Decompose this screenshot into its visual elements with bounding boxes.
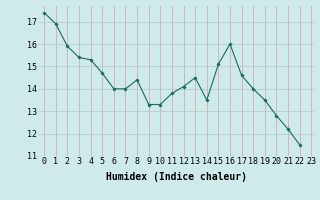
X-axis label: Humidex (Indice chaleur): Humidex (Indice chaleur) [106,172,246,182]
